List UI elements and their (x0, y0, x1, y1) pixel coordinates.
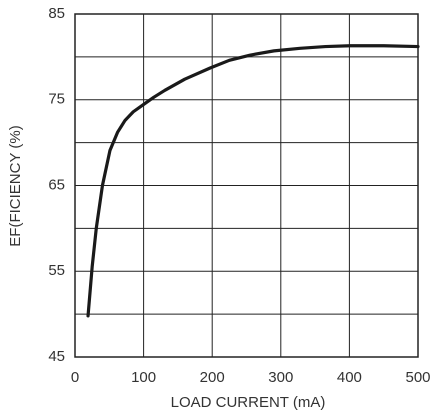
y-tick-label: 55 (48, 262, 65, 279)
y-tick-label: 75 (48, 91, 65, 108)
y-tick-label: 65 (48, 176, 65, 193)
x-tick-label: 500 (405, 369, 430, 386)
y-tick-label: 45 (48, 348, 65, 365)
x-tick-label: 100 (131, 369, 156, 386)
x-axis-title: LOAD CURRENT (mA) (171, 394, 326, 411)
x-tick-label: 0 (71, 369, 79, 386)
plot-frame (74, 13, 419, 358)
y-tick-label: 85 (48, 5, 65, 22)
data-line (86, 44, 420, 318)
y-axis-title: EF(FICIENCY (%) (7, 125, 24, 246)
x-tick-label: 300 (268, 369, 293, 386)
x-tick-label: 200 (200, 369, 225, 386)
x-tick-label: 400 (337, 369, 362, 386)
